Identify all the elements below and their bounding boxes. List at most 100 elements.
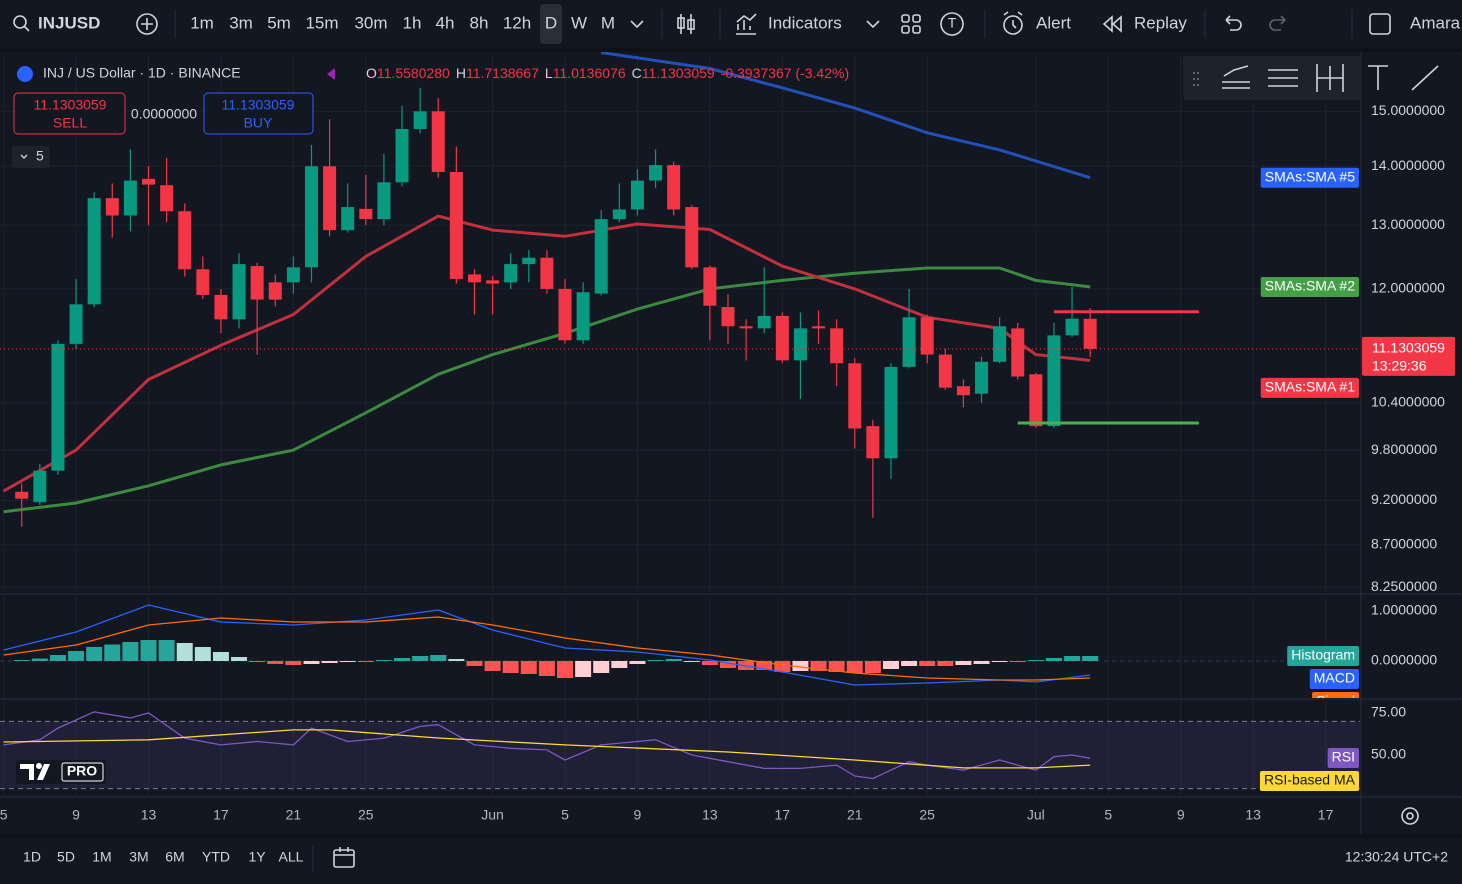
histogram-bar [665, 659, 682, 661]
top-toolbar [0, 0, 1462, 48]
tool-brush[interactable] [1411, 65, 1439, 91]
histogram-bar [810, 661, 827, 671]
interval[interactable]: 5m [267, 13, 291, 32]
candle-body [504, 264, 518, 283]
signal-label-box [1312, 692, 1359, 698]
histogram-bar [68, 651, 85, 661]
candle-icon [677, 17, 685, 29]
histogram-bar [267, 661, 284, 664]
rsi-label-box [1327, 748, 1359, 768]
x-tick-label: 13 [141, 807, 157, 823]
indicators-button[interactable]: Indicators [736, 13, 842, 35]
interval[interactable]: W [571, 13, 587, 32]
candle-body [214, 294, 228, 320]
plus-icon [141, 18, 153, 30]
candle-body [920, 317, 934, 355]
templates-icon [940, 12, 964, 36]
range[interactable]: 1D [23, 849, 41, 865]
interval[interactable]: 12h [503, 13, 531, 32]
tool-patterns[interactable] [1316, 64, 1344, 92]
redo[interactable] [1269, 15, 1286, 31]
range[interactable]: 1M [92, 849, 111, 865]
range[interactable]: 5D [57, 849, 75, 865]
interval[interactable]: 4h [436, 13, 455, 32]
sell-button[interactable] [13, 92, 126, 135]
candle-body [467, 274, 481, 283]
interval[interactable]: D [545, 13, 557, 32]
templates[interactable]: T [940, 12, 964, 36]
go-to-date[interactable] [333, 847, 355, 868]
histogram-bar [357, 661, 374, 662]
range[interactable]: 1Y [248, 849, 266, 865]
interval[interactable]: 1m [190, 13, 214, 32]
x-tick-label: Jul [1027, 807, 1045, 823]
undo[interactable] [1225, 15, 1242, 31]
indicators-menu[interactable] [866, 20, 880, 29]
histogram-bar [339, 661, 356, 662]
range[interactable]: ALL [279, 849, 304, 865]
brand-pro-box [61, 762, 104, 782]
layouts[interactable] [901, 14, 921, 34]
range[interactable]: 3M [129, 849, 148, 865]
interval[interactable]: 3m [229, 13, 253, 32]
rsi-band [0, 721, 1360, 789]
sma-line [600, 52, 1091, 180]
interval[interactable]: M [601, 13, 615, 32]
more-intervals[interactable] [630, 20, 644, 29]
alert-button[interactable]: Alert [1003, 11, 1071, 35]
indicators-toggle[interactable] [12, 146, 50, 168]
user-icon[interactable] [1369, 13, 1391, 35]
series-label-box [1260, 167, 1359, 188]
candle-body [341, 207, 355, 231]
tool-lines[interactable] [1222, 65, 1250, 89]
replay-button[interactable]: Replay [1102, 13, 1187, 33]
histogram-bar [882, 661, 899, 669]
buy-button[interactable] [203, 92, 314, 135]
candle-body [486, 280, 500, 284]
histogram-bar [430, 655, 447, 661]
candle-body [250, 266, 264, 300]
macd-label: MACD [1314, 670, 1355, 686]
candle-body [757, 315, 771, 329]
user-name[interactable]: Amara [1410, 13, 1461, 32]
histogram-bar [394, 658, 411, 661]
histogram-bar [212, 652, 229, 661]
replay-label: Replay [1134, 13, 1187, 32]
interval[interactable]: 1h [403, 13, 422, 32]
alert-label: Alert [1036, 13, 1071, 32]
histogram-bar [774, 661, 791, 672]
x-tick-label: 13 [702, 807, 718, 823]
interval[interactable]: 8h [470, 13, 489, 32]
histogram-bar [575, 661, 592, 677]
range[interactable]: YTD [202, 849, 230, 865]
histogram-bar [31, 658, 48, 661]
data-sources-icon [327, 68, 335, 80]
add-symbol[interactable] [136, 13, 158, 35]
x-tick-label: 9 [72, 807, 80, 823]
tool-text[interactable] [1368, 65, 1388, 90]
candle-body [141, 178, 155, 185]
chart-type[interactable] [677, 14, 695, 34]
ohlc-key: O [366, 65, 377, 81]
clock[interactable]: 12:30:24 UTC+2 [1345, 849, 1448, 865]
candle-body [413, 111, 427, 130]
interval[interactable]: 30m [354, 13, 387, 32]
interval[interactable]: 15m [305, 13, 338, 32]
settings[interactable] [1401, 807, 1419, 825]
histogram-bar [919, 661, 936, 666]
x-tick-label: 17 [775, 807, 791, 823]
histogram-bar [937, 661, 954, 666]
candle-body [33, 470, 47, 503]
candle-body [105, 198, 119, 216]
search-icon [23, 25, 30, 32]
histogram-bar [593, 661, 610, 673]
histogram-bar [122, 642, 139, 661]
tool-fib[interactable] [1268, 69, 1298, 87]
candle-body [812, 326, 826, 329]
histogram-bar [683, 661, 700, 662]
candle-body [87, 198, 101, 305]
symbol-search[interactable]: INJUSD [13, 13, 100, 32]
x-tick-label: 21 [847, 807, 863, 823]
histogram-bar [557, 661, 574, 678]
range[interactable]: 6M [165, 849, 184, 865]
